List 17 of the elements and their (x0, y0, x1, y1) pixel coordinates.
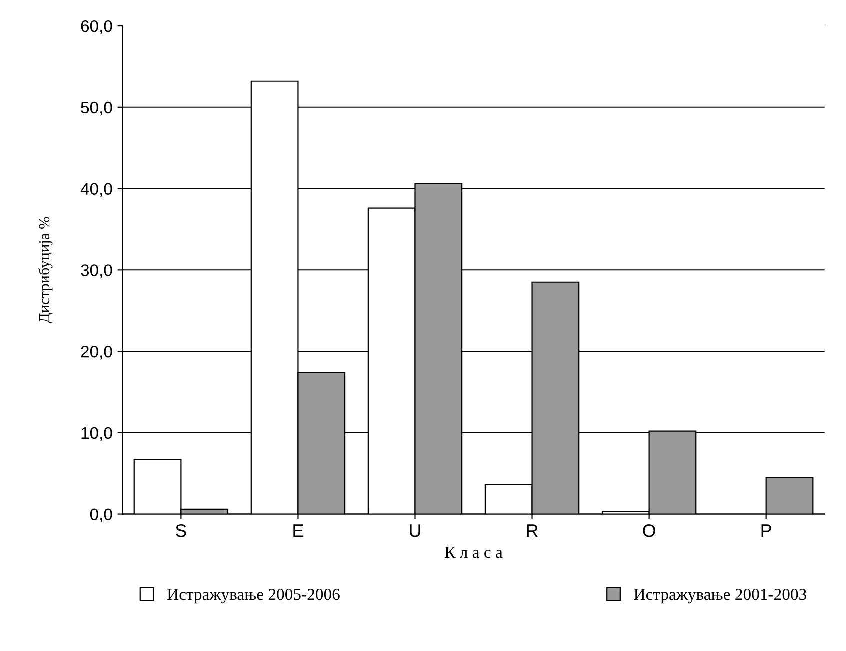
legend-label: Истражување 2001-2003 (634, 588, 806, 604)
x-tick-label: S (176, 524, 186, 538)
y-tick-label: 10,0 (82, 427, 112, 442)
x-tick-label: U (410, 524, 420, 538)
y-tick-label: 40,0 (80, 183, 112, 197)
legend-label: Истражување 2005-2006 (168, 588, 340, 604)
x-tick-label: E (294, 524, 304, 538)
x-axis-title: К л а с а (445, 547, 503, 558)
y-tick-label: 50,0 (81, 102, 112, 116)
x-tick-label: R (527, 524, 538, 538)
y-tick-label: 20,0 (81, 346, 112, 360)
x-tick-label: O (643, 524, 656, 538)
x-tick-label: P (762, 524, 772, 538)
y-axis-title: Дистрибуција % (38, 217, 53, 324)
y-tick-label: 0,0 (90, 508, 112, 522)
y-tick-label: 30,0 (81, 264, 112, 278)
y-tick-label: 60,0 (81, 20, 112, 34)
